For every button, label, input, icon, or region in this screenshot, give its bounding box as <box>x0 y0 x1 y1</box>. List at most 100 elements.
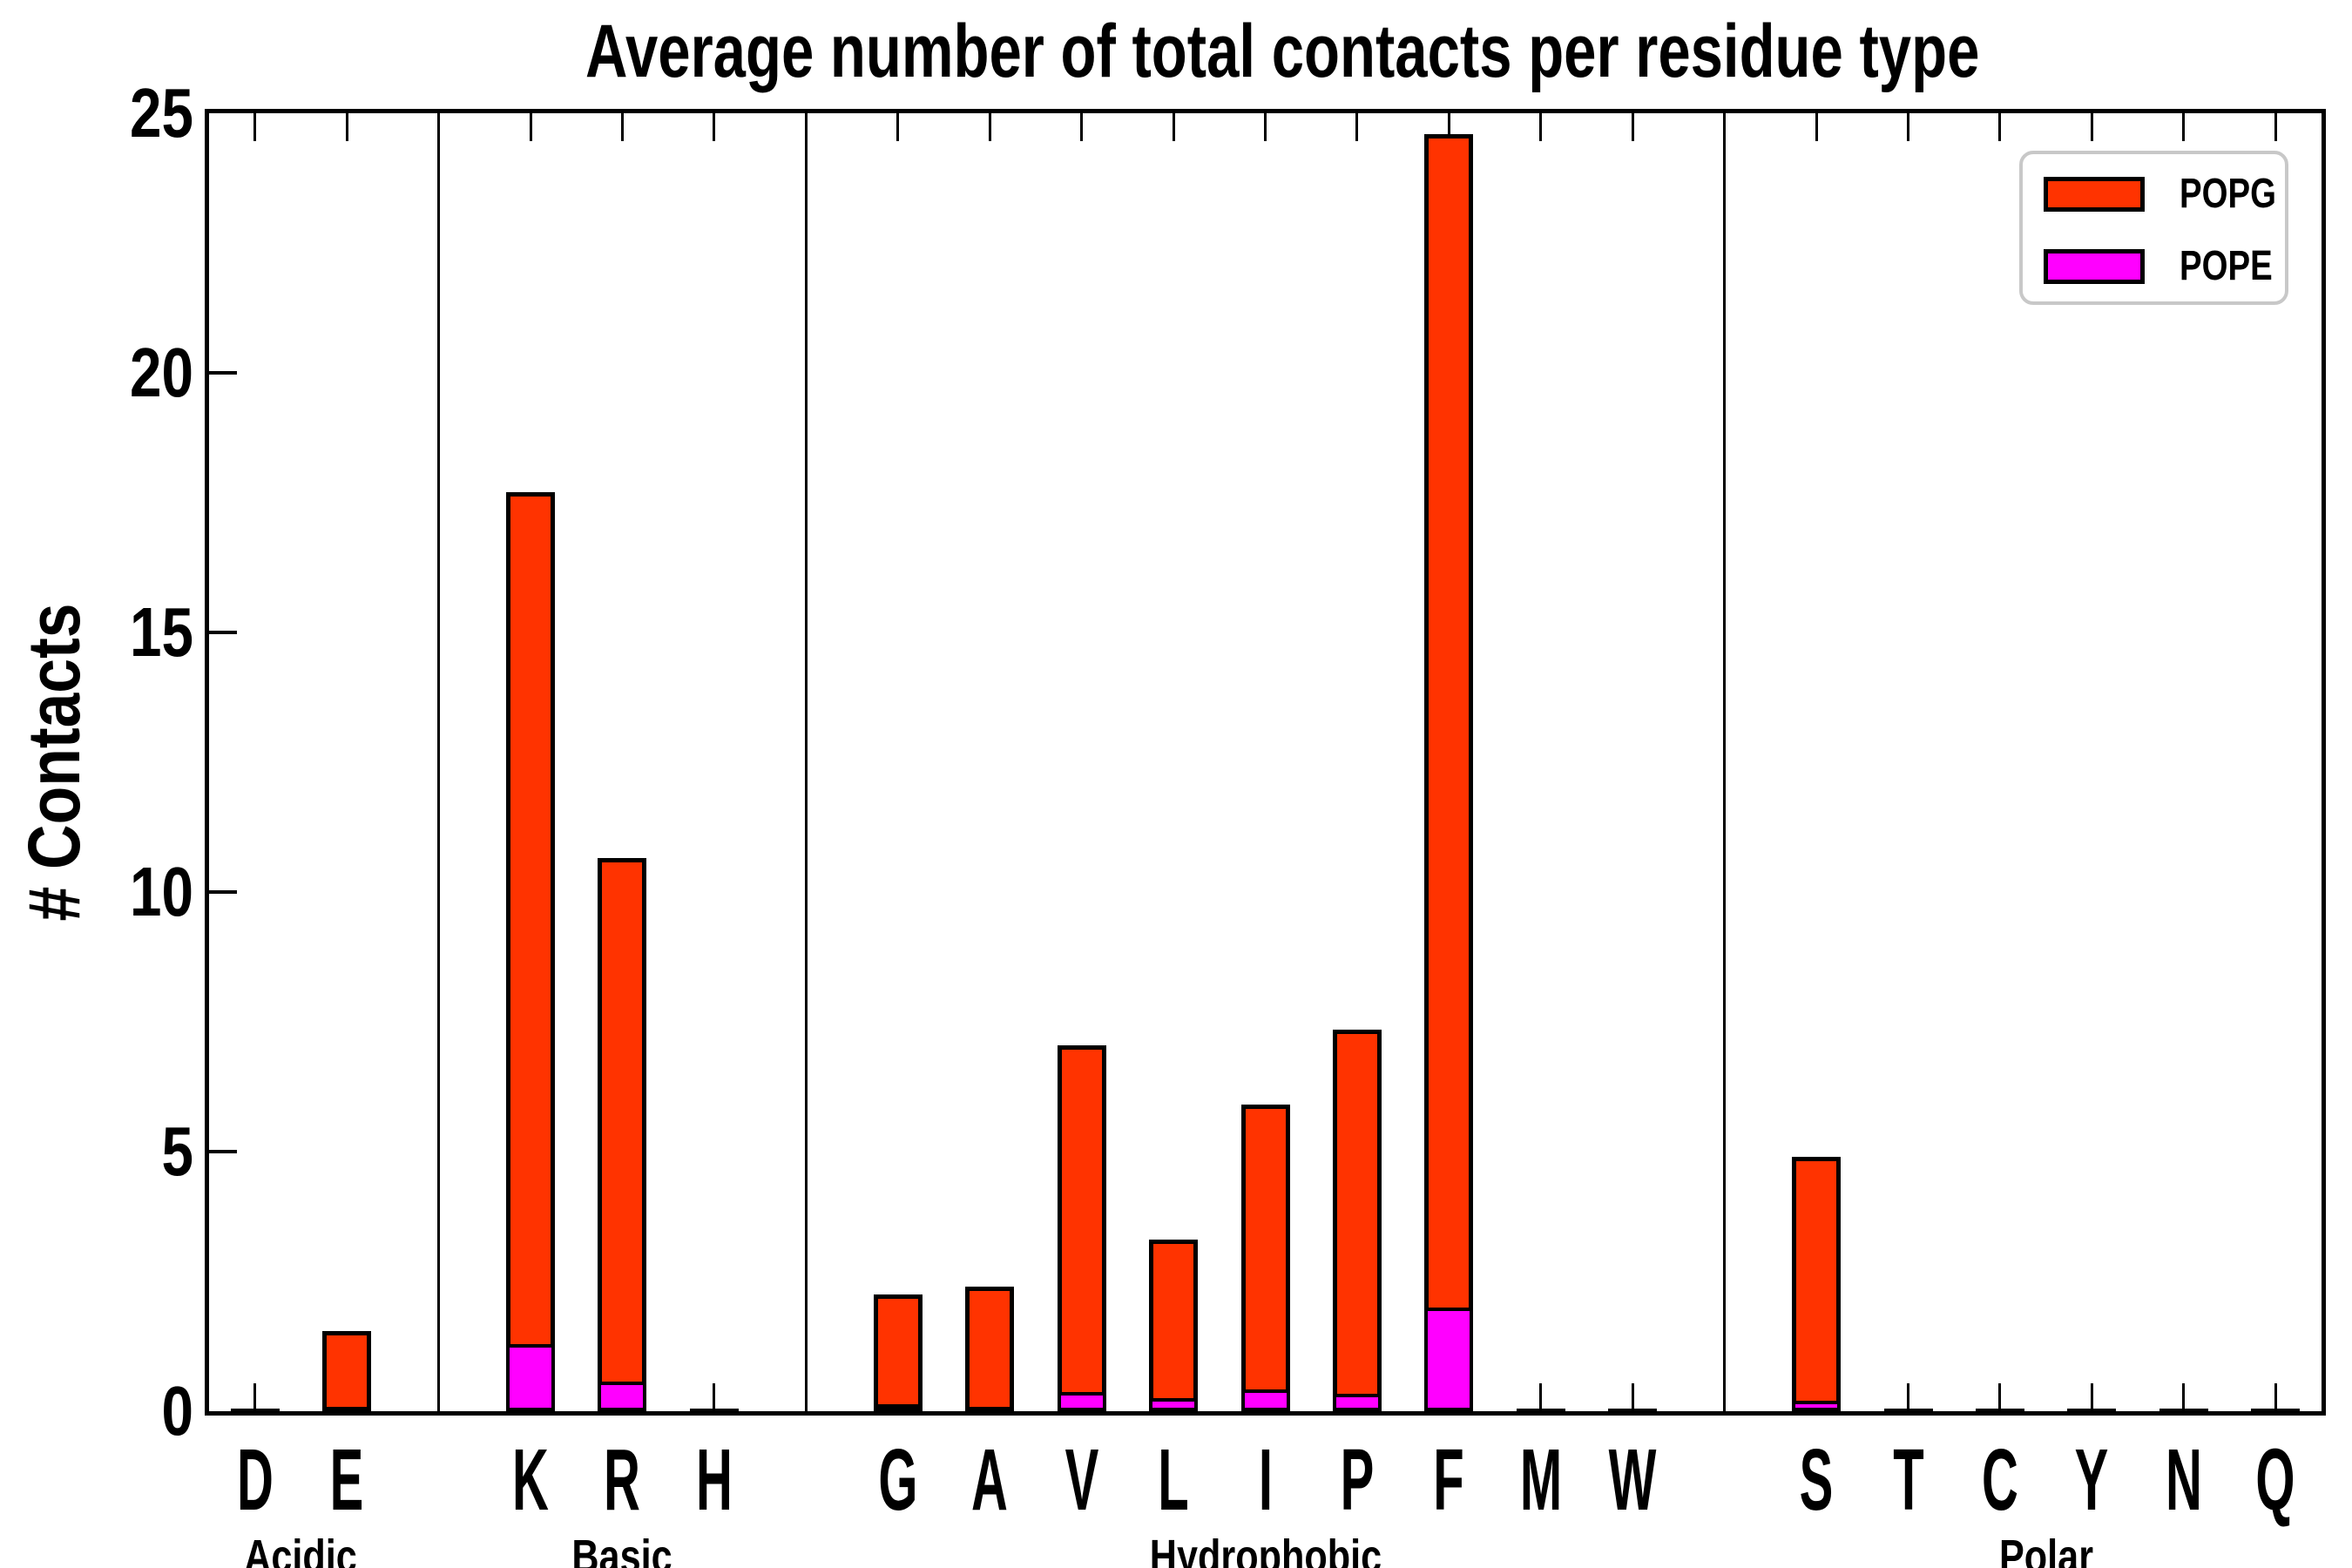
bar-F-pope <box>1424 1307 1474 1411</box>
bar-F-popg <box>1424 133 1474 1411</box>
bar-P-popg <box>1332 1029 1382 1411</box>
bar-E-pope <box>322 1409 372 1411</box>
x-tick-top <box>1539 113 1543 141</box>
bar-S-pope <box>1792 1401 1842 1411</box>
x-tick-bottom <box>1907 1383 1910 1411</box>
x-tick-top <box>804 113 808 141</box>
x-tick-top <box>1723 113 1727 141</box>
group-divider <box>804 113 808 1411</box>
group-label-acidic: Acidic <box>244 1531 358 1568</box>
y-tick <box>209 890 237 894</box>
x-tick-top <box>620 113 624 141</box>
bar-L-popg <box>1149 1240 1199 1411</box>
x-tick-bottom <box>804 1383 808 1411</box>
x-tick-top <box>2274 113 2277 141</box>
x-label-T: T <box>1892 1431 1924 1529</box>
legend-label-pope: POPE <box>2180 243 2273 289</box>
legend-row-popg: POPG <box>2023 168 2285 220</box>
x-tick-top <box>1998 113 2002 141</box>
bar-I-popg <box>1240 1105 1290 1411</box>
x-label-K: K <box>512 1431 549 1529</box>
x-label-Y: Y <box>2075 1431 2109 1529</box>
x-tick-top <box>1447 113 1450 141</box>
bar-C-popg <box>1975 1409 2024 1411</box>
bar-M-popg <box>1516 1409 1565 1411</box>
chart-title: Average number of total contacts per res… <box>585 10 1980 93</box>
x-tick-bottom <box>1539 1383 1543 1411</box>
bar-T-popg <box>1883 1409 1933 1411</box>
bar-W-popg <box>1608 1409 1658 1411</box>
x-tick-top <box>1907 113 1910 141</box>
bar-N-popg <box>2159 1409 2208 1411</box>
x-tick-bottom <box>1631 1383 1634 1411</box>
x-tick-top <box>1631 113 1634 141</box>
x-label-P: P <box>1340 1431 1375 1529</box>
bar-G-popg <box>873 1294 923 1411</box>
bar-P-pope <box>1332 1394 1382 1411</box>
y-tick-label: 10 <box>130 853 193 930</box>
x-tick-top <box>1172 113 1175 141</box>
y-tick <box>209 1150 237 1153</box>
bar-E-popg <box>322 1330 372 1411</box>
x-tick-top <box>1815 113 1818 141</box>
bar-K-popg <box>506 492 556 1411</box>
x-tick-bottom <box>2274 1383 2277 1411</box>
bar-G-pope <box>873 1403 923 1411</box>
x-tick-top <box>1264 113 1267 141</box>
legend-label-popg: POPG <box>2180 171 2276 217</box>
bar-R-popg <box>598 858 647 1411</box>
x-tick-bottom <box>437 1383 441 1411</box>
bar-L-pope <box>1149 1398 1199 1411</box>
y-tick <box>209 631 237 634</box>
bar-V-popg <box>1057 1044 1106 1411</box>
legend: POPG POPE <box>2019 151 2288 305</box>
bar-I-pope <box>1240 1389 1290 1411</box>
x-tick-bottom <box>253 1383 257 1411</box>
x-tick-top <box>713 113 716 141</box>
bar-H-popg <box>689 1409 739 1411</box>
x-label-W: W <box>1608 1431 1657 1529</box>
x-tick-bottom <box>713 1383 716 1411</box>
y-tick <box>209 371 237 375</box>
x-label-V: V <box>1064 1431 1098 1529</box>
x-tick-top <box>1080 113 1084 141</box>
x-label-I: I <box>1258 1431 1273 1529</box>
x-tick-top <box>529 113 532 141</box>
x-tick-bottom <box>2090 1383 2093 1411</box>
x-label-C: C <box>1982 1431 2018 1529</box>
x-label-Q: Q <box>2255 1431 2295 1529</box>
x-tick-top <box>253 113 257 141</box>
bar-A-popg <box>965 1286 1015 1411</box>
x-label-G: G <box>878 1431 918 1529</box>
x-label-M: M <box>1519 1431 1562 1529</box>
bar-Q-popg <box>2251 1409 2301 1411</box>
y-tick-label: 15 <box>130 593 193 671</box>
x-tick-bottom <box>1998 1383 2002 1411</box>
x-tick-top <box>896 113 900 141</box>
x-label-F: F <box>1433 1431 1465 1529</box>
plot-area <box>205 109 2326 1416</box>
legend-swatch-popg <box>2044 177 2145 212</box>
x-tick-top <box>2090 113 2093 141</box>
legend-row-pope: POPE <box>2023 240 2285 293</box>
group-label-basic: Basic <box>571 1531 673 1568</box>
x-label-A: A <box>971 1431 1009 1529</box>
y-tick-label: 25 <box>130 74 193 152</box>
bar-K-pope <box>506 1343 556 1411</box>
x-tick-top <box>2182 113 2186 141</box>
bar-S-popg <box>1792 1156 1842 1411</box>
x-tick-top <box>437 113 441 141</box>
group-divider <box>1723 113 1727 1411</box>
x-tick-top <box>1355 113 1359 141</box>
x-label-E: E <box>329 1431 364 1529</box>
x-tick-top <box>345 113 348 141</box>
bar-Y-popg <box>2067 1409 2117 1411</box>
x-label-N: N <box>2165 1431 2202 1529</box>
x-tick-bottom <box>2182 1383 2186 1411</box>
y-tick-label: 5 <box>161 1112 193 1190</box>
bar-R-pope <box>598 1382 647 1411</box>
bar-D-popg <box>230 1409 280 1411</box>
legend-swatch-pope <box>2044 249 2145 284</box>
bar-V-pope <box>1057 1391 1106 1411</box>
